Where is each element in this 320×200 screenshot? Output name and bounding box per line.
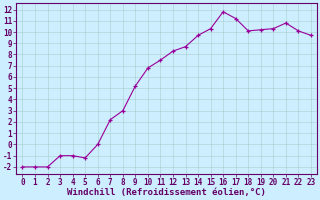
X-axis label: Windchill (Refroidissement éolien,°C): Windchill (Refroidissement éolien,°C) bbox=[67, 188, 266, 197]
